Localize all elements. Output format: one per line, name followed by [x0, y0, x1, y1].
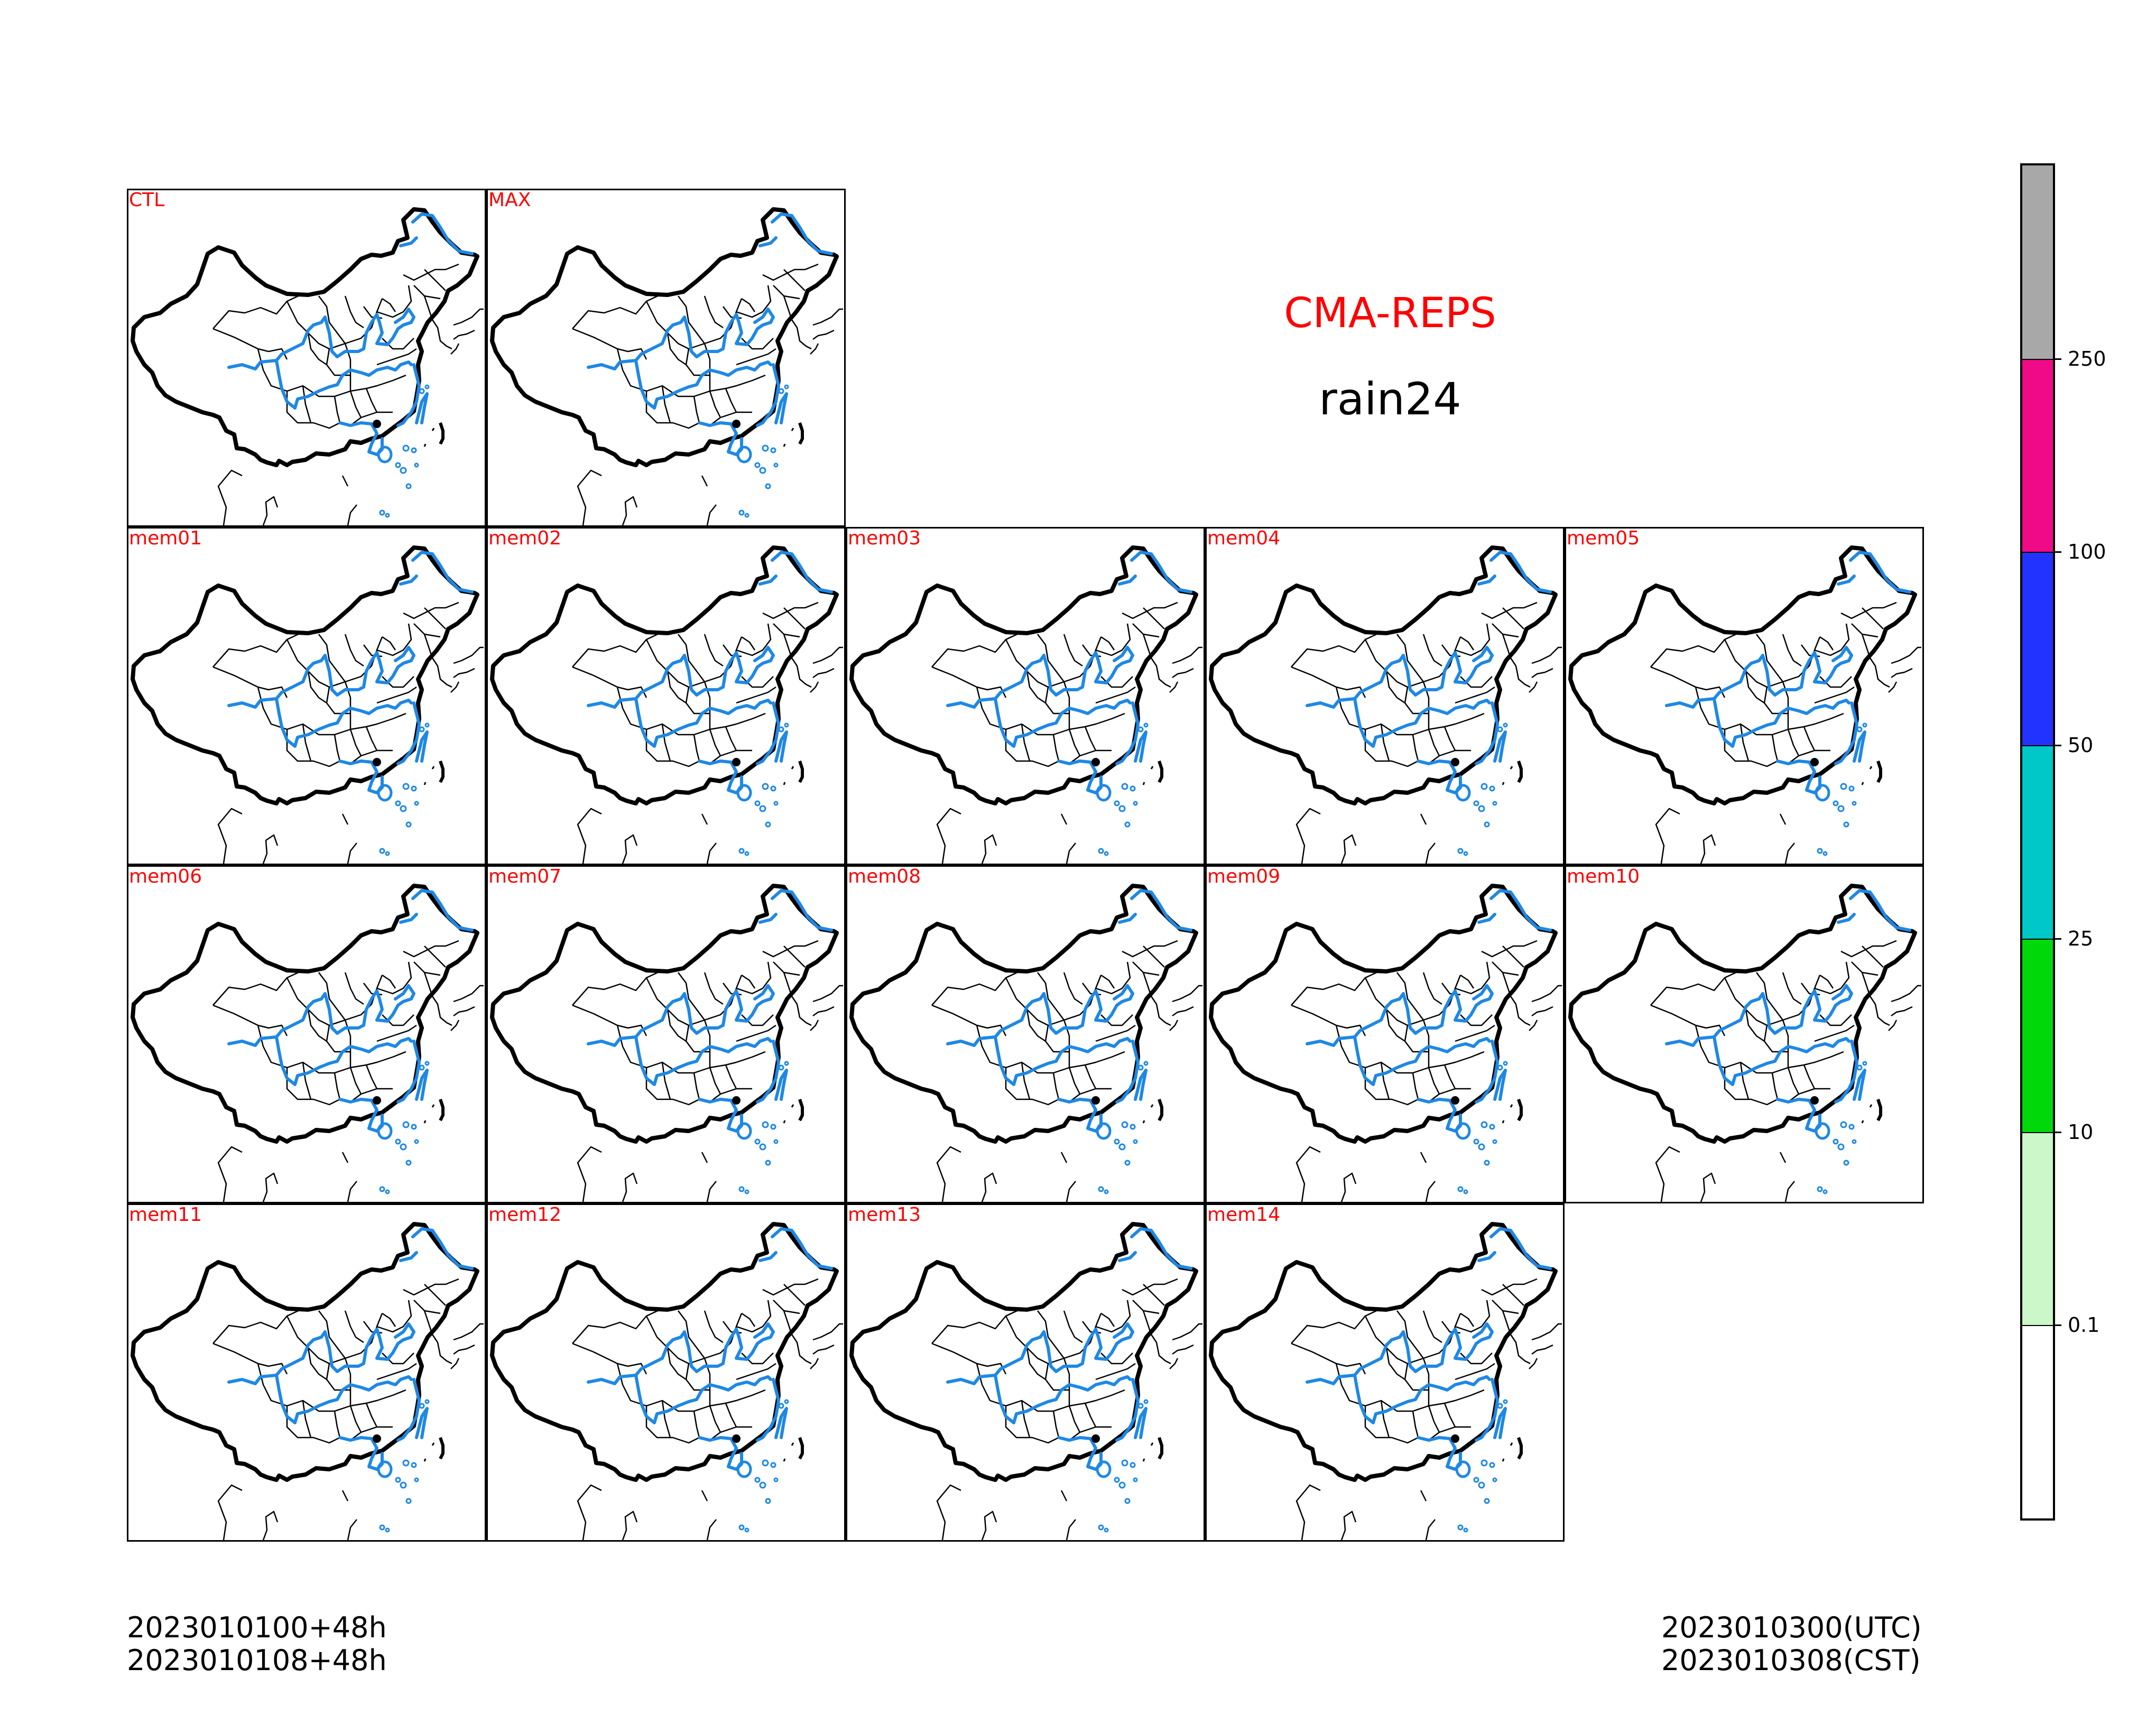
variable-title: rain24 — [1319, 373, 1461, 425]
panel-label: MAX — [488, 189, 531, 211]
colorbar-tick — [2055, 1131, 2061, 1133]
map-panel-mem09: mem09 — [1205, 865, 1565, 1203]
init-time-cst: 2023010108+48h — [127, 1644, 387, 1677]
map-panel-mem08: mem08 — [846, 865, 1205, 1203]
colorbar — [2020, 163, 2055, 1521]
colorbar-segment — [2022, 165, 2053, 360]
panel-label: mem03 — [848, 527, 921, 549]
panel-label: mem08 — [848, 866, 921, 887]
colorbar-tick-label: 100 — [2068, 540, 2106, 564]
colorbar-tick — [2055, 745, 2061, 747]
panel-label: CTL — [129, 189, 165, 211]
china-map — [1566, 529, 1922, 864]
panel-label: mem05 — [1567, 527, 1640, 549]
colorbar-tick-label: 250 — [2068, 347, 2106, 370]
panel-label: mem02 — [488, 527, 562, 549]
panel-label: mem13 — [848, 1204, 921, 1226]
china-map — [488, 867, 844, 1202]
map-panel-mem07: mem07 — [486, 865, 846, 1203]
colorbar-tick-label: 0.1 — [2068, 1313, 2100, 1337]
colorbar-tick-label: 50 — [2068, 734, 2094, 757]
map-panel-mem13: mem13 — [846, 1203, 1205, 1542]
map-panel-mem02: mem02 — [486, 527, 846, 865]
colorbar-segment — [2022, 938, 2053, 1133]
panel-label: mem10 — [1567, 866, 1640, 887]
valid-time-utc: 2023010300(UTC) — [1661, 1611, 1922, 1644]
china-map — [128, 529, 485, 864]
china-map — [1566, 867, 1922, 1202]
colorbar-tick — [2055, 358, 2061, 360]
map-panel-mem12: mem12 — [486, 1203, 846, 1542]
panel-label: mem11 — [129, 1204, 202, 1226]
china-map — [1207, 529, 1563, 864]
map-panel-mem03: mem03 — [846, 527, 1205, 865]
china-map — [128, 190, 485, 525]
china-map — [128, 1205, 485, 1540]
map-panel-mem05: mem05 — [1565, 527, 1924, 865]
model-title: CMA-REPS — [1284, 290, 1496, 337]
china-map — [488, 529, 844, 864]
map-panel-mem14: mem14 — [1205, 1203, 1565, 1542]
panel-label: mem09 — [1207, 866, 1281, 887]
colorbar-tick — [2055, 1324, 2061, 1327]
china-map — [1207, 867, 1563, 1202]
china-map — [847, 529, 1204, 864]
map-panel-mem10: mem10 — [1565, 865, 1924, 1203]
colorbar-segment — [2022, 1325, 2053, 1518]
colorbar-segment — [2022, 745, 2053, 940]
colorbar-tick — [2055, 938, 2061, 940]
colorbar-tick — [2055, 551, 2061, 553]
colorbar-segment — [2022, 552, 2053, 747]
colorbar-tick-label: 10 — [2068, 1120, 2094, 1144]
map-panel-mem01: mem01 — [127, 527, 486, 865]
map-panel-max: MAX — [486, 189, 846, 527]
panel-label: mem04 — [1207, 527, 1281, 549]
map-panel-mem11: mem11 — [127, 1203, 486, 1542]
colorbar-segment — [2022, 1132, 2053, 1327]
china-map — [128, 867, 485, 1202]
panel-label: mem07 — [488, 866, 562, 887]
china-map — [488, 1205, 844, 1540]
init-time-utc: 2023010100+48h — [127, 1611, 387, 1644]
china-map — [488, 190, 844, 525]
map-panel-mem04: mem04 — [1205, 527, 1565, 865]
china-map — [847, 867, 1204, 1202]
china-map — [847, 1205, 1204, 1540]
panel-label: mem06 — [129, 866, 202, 887]
map-panel-ctl: CTL — [127, 189, 486, 527]
colorbar-tick-label: 25 — [2068, 926, 2094, 950]
panel-label: mem01 — [129, 527, 202, 549]
panel-label: mem14 — [1207, 1204, 1281, 1226]
colorbar-segment — [2022, 358, 2053, 553]
valid-time-cst: 2023010308(CST) — [1661, 1644, 1921, 1677]
map-panel-mem06: mem06 — [127, 865, 486, 1203]
china-map — [1207, 1205, 1563, 1540]
panel-label: mem12 — [488, 1204, 562, 1226]
